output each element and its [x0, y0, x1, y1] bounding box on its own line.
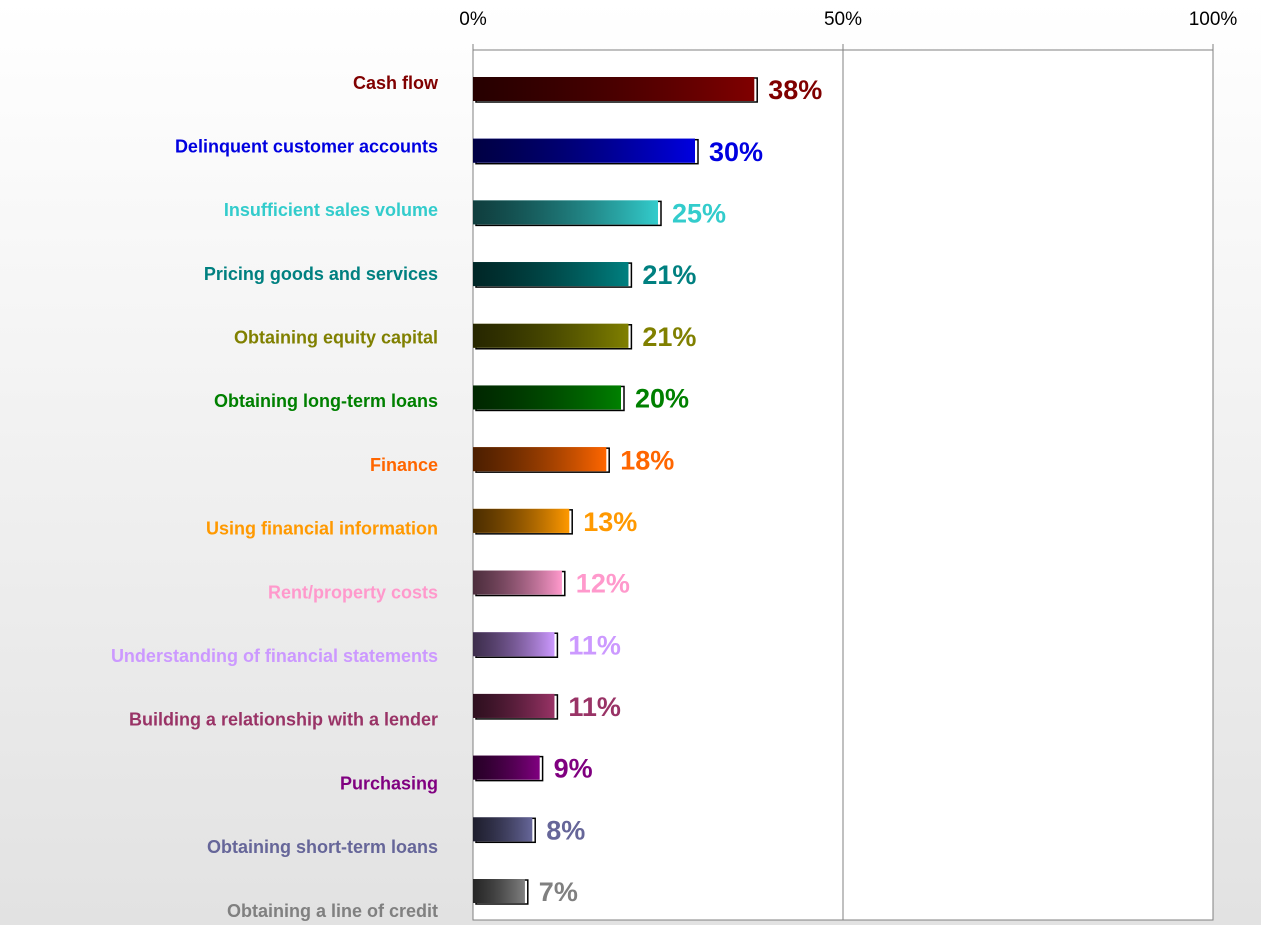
- value-label: 11%: [568, 692, 621, 722]
- y-tick-label: Insufficient sales volume: [224, 200, 438, 220]
- bar-shade: [473, 693, 555, 718]
- y-tick-label: Purchasing: [340, 773, 438, 793]
- bar-shade: [473, 262, 629, 287]
- y-tick-label: Building a relationship with a lender: [129, 710, 438, 730]
- value-label: 8%: [546, 815, 585, 845]
- bar-shade: [473, 323, 629, 348]
- y-tick-label: Understanding of financial statements: [111, 646, 438, 666]
- bar-shade: [473, 138, 695, 163]
- value-label: 38%: [768, 75, 822, 105]
- value-label: 30%: [709, 137, 763, 167]
- y-tick-label: Pricing goods and services: [204, 264, 438, 284]
- y-tick-label: Obtaining short-term loans: [207, 837, 438, 857]
- value-label: 21%: [642, 260, 696, 290]
- value-label: 13%: [583, 507, 637, 537]
- bar-shade: [473, 77, 755, 101]
- value-label: 11%: [568, 630, 621, 660]
- bar-shade: [473, 447, 607, 472]
- value-label: 12%: [576, 569, 630, 599]
- y-tick-label: Obtaining long-term loans: [214, 391, 438, 411]
- bar-shade: [473, 570, 562, 595]
- x-tick-label: 100%: [1189, 9, 1238, 30]
- y-tick-label: Finance: [370, 455, 438, 475]
- value-label: 21%: [642, 322, 696, 352]
- bar-shade: [473, 879, 525, 903]
- value-label: 18%: [620, 445, 674, 475]
- x-tick-label: 50%: [824, 9, 862, 30]
- x-tick-label: 0%: [459, 9, 487, 30]
- y-tick-label: Using financial information: [206, 519, 438, 539]
- bar-shade: [473, 508, 570, 533]
- value-label: 20%: [635, 384, 689, 414]
- bar-shade: [473, 755, 540, 780]
- y-tick-label: Obtaining equity capital: [234, 328, 438, 348]
- y-tick-label: Rent/property costs: [268, 582, 438, 602]
- bar-shade: [473, 632, 555, 657]
- y-tick-label: Delinquent customer accounts: [175, 136, 438, 156]
- value-label: 25%: [672, 199, 726, 229]
- value-label: 9%: [554, 754, 593, 784]
- bar-shade: [473, 385, 621, 410]
- value-label: 7%: [539, 877, 578, 907]
- bar-shade: [473, 200, 658, 225]
- bar-shade: [473, 817, 533, 842]
- y-tick-label: Cash flow: [353, 73, 439, 93]
- y-tick-label: Obtaining a line of credit: [227, 901, 438, 921]
